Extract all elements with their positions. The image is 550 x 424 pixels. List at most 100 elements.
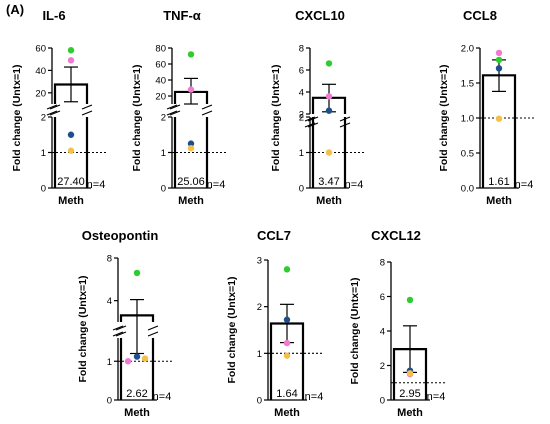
bar-break-mark [81, 104, 93, 110]
y-tick-label: 0 [299, 184, 304, 195]
bar-break-mark [339, 116, 351, 122]
data-point-donor-4 [325, 149, 333, 156]
y-tick-label: 1 [257, 349, 262, 360]
data-point-donor-1 [325, 60, 333, 67]
chart-ccl7: CCL7 Fold change (Untx=1) 0 1 2 3 1.64 n=4 Meth [226, 228, 323, 419]
y-axis-label: Fold change (Untx=1) [270, 64, 282, 171]
y-axis-label: Fold change (Untx=1) [438, 64, 450, 171]
data-point-donor-1 [187, 51, 195, 58]
value-label: 1.61 [488, 176, 509, 188]
bar-break-mark [115, 325, 127, 331]
y-tick-label: 0.5 [461, 149, 474, 160]
n-label: n=4 [515, 179, 534, 191]
y-tick-label: 4 [299, 88, 304, 99]
chart-title: IL-6 [42, 8, 65, 23]
data-point-donor-1 [406, 296, 414, 304]
chart-title: CCL8 [463, 8, 497, 23]
data-point-donor-4 [495, 115, 503, 122]
n-label: n=4 [87, 179, 106, 191]
bar [173, 117, 209, 188]
n-label: n=4 [305, 391, 324, 403]
value-label: 2.62 [126, 388, 147, 400]
data-point-donor-1 [133, 269, 141, 277]
y-axis-label: Fold change (Untx=1) [131, 64, 143, 171]
y-axis-label: Fold change (Untx=1) [77, 275, 89, 382]
x-category-label: Meth [397, 407, 423, 419]
y-tick-label: 8 [380, 258, 385, 269]
chart-cxcl12: CXCL12 Fold change (Untx=1) 0 2 4 6 8 2.95 n=4 Me… [349, 228, 446, 419]
chart-title: TNF-α [163, 8, 201, 23]
y-tick-label: 2 [41, 113, 46, 124]
y-tick-label: 0 [41, 184, 46, 195]
data-point-donor-2 [495, 49, 503, 57]
axis-break-mark [46, 110, 58, 116]
y-tick-label: 0 [380, 396, 385, 407]
value-label: 1.64 [276, 388, 297, 400]
y-tick-label: 6 [380, 292, 385, 303]
bar-break-mark [115, 331, 127, 337]
value-label: 3.47 [318, 176, 339, 188]
bar-break-mark [201, 110, 213, 116]
chart-title: CXCL12 [371, 228, 421, 243]
data-point-donor-3 [495, 65, 503, 72]
y-tick-label: 8 [107, 254, 112, 265]
bar [53, 117, 89, 188]
data-point-donor-3 [325, 107, 333, 114]
n-label: n=4 [207, 179, 226, 191]
data-point-donor-4 [67, 147, 75, 154]
chart-il-6: IL-6 Fold change (Untx=1) 0 1 2 20 40 60 27.40 n=… [11, 8, 107, 207]
bar-break-mark [169, 104, 181, 110]
y-tick-label: 8 [299, 44, 304, 55]
y-tick-label: 6 [299, 66, 304, 77]
bar-break-mark [307, 116, 319, 122]
data-point-donor-3 [283, 316, 291, 323]
data-point-donor-2 [187, 86, 195, 93]
y-tick-label: 60 [35, 44, 46, 55]
data-point-donor-2 [67, 57, 75, 64]
y-tick-label: 2 [299, 110, 304, 121]
y-axis-label: Fold change (Untx=1) [226, 276, 238, 383]
data-point-donor-2 [325, 93, 333, 100]
chart-title: CXCL10 [295, 8, 345, 23]
y-tick-label: 0 [107, 396, 112, 407]
data-point-donor-4 [141, 355, 149, 362]
y-tick-label: 0 [161, 184, 166, 195]
data-point-donor-4 [406, 370, 414, 377]
bar-break-mark [307, 122, 319, 128]
y-tick-label: 60 [155, 60, 166, 71]
data-point-donor-3 [187, 140, 195, 147]
y-tick-label: 1.0 [461, 114, 474, 125]
chart-osteopontin: Osteopontin Fold change (Untx=1) 0 1 4 8 2.62 n… [77, 228, 173, 419]
panel-label: (A) [6, 2, 25, 17]
bar-break-mark [49, 110, 61, 116]
y-tick-label: 40 [155, 76, 166, 87]
data-point-donor-1 [283, 266, 291, 273]
x-category-label: Meth [316, 195, 342, 207]
bar-break-mark [169, 110, 181, 116]
y-tick-label: 1 [107, 357, 112, 368]
value-label: 27.40 [57, 176, 85, 188]
bar-break-mark [339, 122, 351, 128]
y-tick-label: 80 [155, 44, 166, 55]
axis-break-mark [166, 110, 178, 116]
axis-break-mark [112, 325, 124, 331]
y-tick-label: 20 [35, 88, 46, 99]
data-point-donor-2 [124, 358, 132, 365]
y-tick-label: 0.0 [461, 184, 474, 195]
y-axis-label: Fold change (Untx=1) [349, 277, 361, 384]
bar-break-mark [49, 104, 61, 110]
chart-ccl8: CCL8 Fold change (Untx=1) 0.0 0.5 1.0 1.5 2.0 1… [438, 8, 535, 207]
y-tick-label: 1.5 [461, 79, 474, 90]
data-point-donor-2 [283, 339, 291, 347]
chart-title: Osteopontin [82, 228, 159, 243]
n-label: n=4 [427, 391, 446, 403]
data-point-donor-1 [495, 56, 503, 64]
y-tick-label: 2 [299, 113, 304, 124]
y-tick-label: 1 [161, 148, 166, 159]
chart-tnf-: TNF-α Fold change (Untx=1) 0 1 2 20 40 60 80 25.0… [131, 8, 227, 207]
bar [481, 74, 517, 188]
axis-break-mark [166, 104, 178, 110]
y-tick-label: 1 [299, 148, 304, 159]
